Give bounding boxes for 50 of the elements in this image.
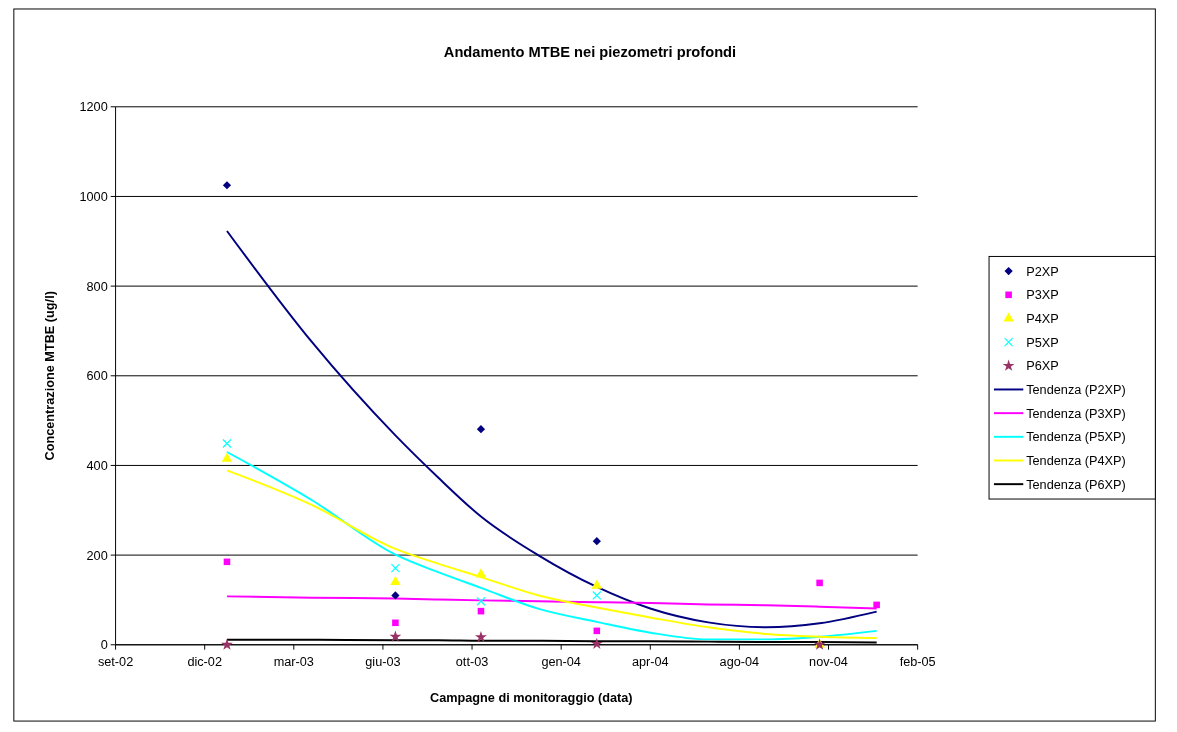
- point: [221, 452, 233, 462]
- point: [391, 591, 400, 600]
- point: [592, 537, 601, 546]
- y-axis-title: Concentrazione MTBE (ug/l): [41, 291, 57, 461]
- y-tick-label: 1200: [79, 99, 108, 115]
- y-tick-label: 800: [86, 278, 108, 294]
- point: [591, 579, 603, 589]
- chart-title: Andamento MTBE nei piezometri profondi: [443, 43, 737, 60]
- x-tick-label: apr-04: [631, 654, 669, 670]
- y-tick-label: 0: [100, 637, 108, 653]
- legend-label: Tendenza (P3XP): [1026, 405, 1126, 421]
- point: [873, 601, 880, 609]
- x-tick-label: ago-04: [719, 654, 760, 670]
- x-tick-label: dic-02: [187, 654, 222, 670]
- legend-label: P6XP: [1026, 358, 1059, 374]
- point: [476, 425, 486, 434]
- legend-label: Tendenza (P4XP): [1026, 452, 1126, 468]
- point: [390, 575, 401, 586]
- point: [221, 638, 233, 650]
- point: [222, 181, 232, 190]
- y-tick-label: 200: [86, 547, 108, 563]
- y-tick-label: 600: [86, 368, 108, 384]
- x-tick-label: set-02: [97, 654, 134, 670]
- point: [476, 596, 486, 606]
- x-tick-label: feb-05: [899, 654, 936, 670]
- legend-label: P5XP: [1026, 334, 1059, 350]
- legend-label: Tendenza (P2XP): [1026, 381, 1126, 397]
- x-tick-label: gen-04: [541, 654, 581, 670]
- point: [592, 590, 602, 601]
- line-series: [225, 230, 878, 629]
- point: [390, 563, 400, 573]
- y-tick-label: 1000: [79, 188, 108, 204]
- point: [389, 630, 402, 642]
- legend-label: P4XP: [1026, 310, 1059, 326]
- point: [392, 619, 399, 627]
- y-tick-label: 400: [86, 457, 108, 473]
- legend-label: Tendenza (P5XP): [1026, 429, 1126, 445]
- point: [475, 568, 487, 578]
- point: [222, 438, 232, 449]
- legend-label: P2XP: [1026, 263, 1059, 279]
- legend-label: P3XP: [1026, 287, 1059, 303]
- x-tick-label: mar-03: [273, 654, 314, 670]
- x-axis-title: Campagne di monitoraggio (data): [430, 689, 633, 705]
- x-tick-label: nov-04: [809, 654, 848, 670]
- x-tick-label: ott-03: [455, 654, 489, 670]
- point: [816, 579, 823, 587]
- point: [590, 637, 603, 649]
- legend-label: Tendenza (P6XP): [1026, 476, 1126, 492]
- point: [475, 630, 487, 643]
- x-tick-label: giu-03: [365, 654, 401, 670]
